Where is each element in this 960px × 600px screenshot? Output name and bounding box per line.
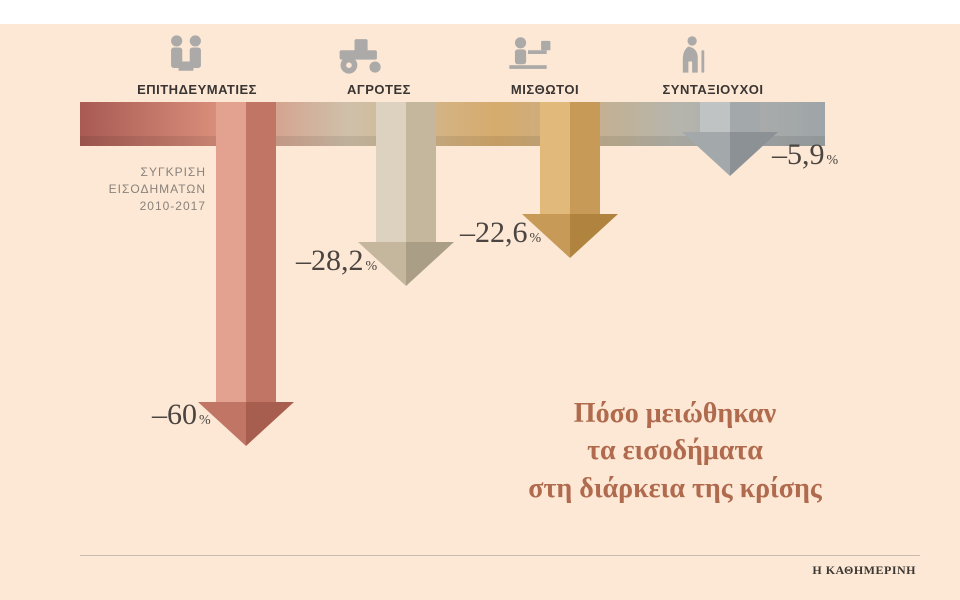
headline-line3: στη διάρκεια της κρίσης (460, 470, 890, 508)
arrow-shaft-employees (540, 102, 600, 214)
label-businesspeople: ΕΠΙΤΗΔΕΥΜΑΤΙΕΣ (132, 82, 262, 97)
label-pensioners: ΣΥΝΤΑΞΙΟΥΧΟΙ (648, 82, 778, 97)
arrow-shaft-pensioners (700, 102, 760, 132)
comparison-caption: ΣΥΓΚΡΙΣΗ ΕΙΣΟΔΗΜΑΤΩΝ 2010-2017 (86, 164, 206, 214)
tractor-icon (334, 32, 390, 81)
value-farmers: –28,2% (296, 244, 377, 278)
footer-rule (80, 555, 920, 556)
arrow-shaft-businesspeople (216, 102, 276, 402)
label-farmers: ΑΓΡΟΤΕΣ (334, 82, 424, 97)
infographic-stage: ΕΠΙΤΗΔΕΥΜΑΤΙΕΣ ΑΓΡΟΤΕΣ ΜΙΣΘΩΤΟΙ ΣΥΝΤΑΞΙΟ… (0, 0, 960, 600)
desk-worker-icon (500, 32, 556, 81)
headline-line1: Πόσο μειώθηκαν (460, 395, 890, 433)
headline-line2: τα εισοδήματα (460, 432, 890, 470)
source-label: Η ΚΑΘΗΜΕΡΙΝΗ (812, 563, 916, 578)
comparison-line1: ΣΥΓΚΡΙΣΗ (86, 164, 206, 181)
businesspeople-icon (158, 32, 214, 81)
headline: Πόσο μειώθηκαν τα εισοδήματα στη διάρκει… (460, 395, 890, 508)
value-pensioners: –5,9% (772, 138, 838, 172)
comparison-line3: 2010-2017 (86, 198, 206, 215)
value-businesspeople: –60% (152, 398, 211, 432)
label-employees: ΜΙΣΘΩΤΟΙ (500, 82, 590, 97)
value-employees: –22,6% (460, 216, 541, 250)
comparison-line2: ΕΙΣΟΔΗΜΑΤΩΝ (86, 181, 206, 198)
elderly-icon (666, 32, 722, 81)
arrow-shaft-farmers (376, 102, 436, 242)
